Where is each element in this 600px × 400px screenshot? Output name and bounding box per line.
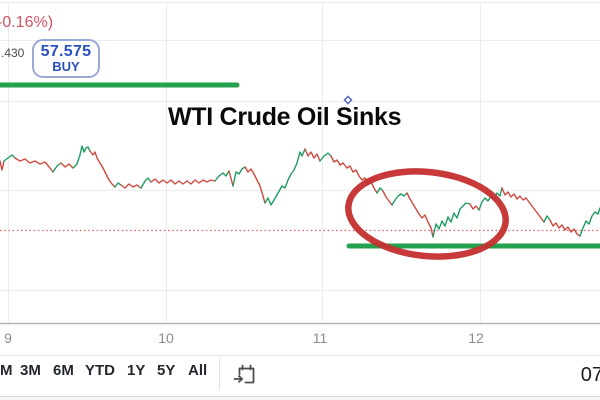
price-segment-down: [469, 203, 480, 211]
range-button-6m[interactable]: 6M: [53, 362, 74, 379]
range-button-m[interactable]: M: [0, 362, 13, 379]
price-change-percent: -0.16%): [0, 14, 54, 31]
price-segment-up: [140, 177, 152, 189]
range-toolbar: M 3M 6M YTD 1Y 5Y All 07: [0, 358, 600, 394]
x-tick-label: 10: [158, 330, 174, 346]
axis-date-label: 07: [580, 364, 600, 386]
price-segment-up: [52, 162, 62, 173]
price-segment-up: [232, 166, 246, 187]
x-tick-label: 9: [4, 330, 12, 346]
price-segment-down: [549, 219, 581, 237]
toolbar-divider: [219, 358, 220, 390]
chart-title: WTI Crude Oil Sinks: [168, 103, 402, 131]
range-button-ytd[interactable]: YTD: [85, 362, 115, 379]
price-segment-down: [501, 187, 545, 223]
price-segment-down: [14, 157, 54, 173]
price-chart[interactable]: [0, 0, 600, 330]
calendar-arrow-icon: [233, 364, 255, 384]
go-to-date-button[interactable]: [232, 361, 259, 388]
price-segment-up: [214, 170, 230, 182]
price-segment-up: [319, 152, 332, 162]
range-button-5y[interactable]: 5Y: [157, 362, 176, 379]
price-segment-down: [244, 166, 266, 204]
range-button-3m[interactable]: 3M: [20, 362, 41, 379]
price-segment-up: [543, 215, 551, 223]
price-scale-value: .430: [1, 46, 25, 60]
buy-button[interactable]: 57.575 BUY: [32, 39, 100, 78]
price-segment-down: [382, 190, 393, 206]
price-segment-down: [330, 155, 378, 194]
price-segment-up: [391, 192, 408, 206]
price-segment-down: [89, 150, 116, 188]
price-segment-up: [264, 148, 306, 206]
x-axis: 9 10 11 12: [0, 330, 600, 352]
buy-label: BUY: [52, 59, 80, 74]
toolbar-top-divider: [0, 355, 600, 356]
hand-drawn-circle-annotation: [345, 168, 509, 260]
toolbar-bottom-divider: [0, 396, 600, 397]
price-segment-up: [579, 207, 600, 237]
price-segment-down: [228, 170, 234, 187]
price-segment-down: [304, 148, 321, 162]
price-segment-up: [376, 187, 384, 194]
buy-price: 57.575: [40, 43, 92, 60]
price-segment-up: [432, 202, 471, 238]
blue-marker-dot: [343, 95, 353, 105]
price-segment-down: [150, 178, 216, 185]
price-segment-down: [406, 192, 434, 238]
x-tick-label: 11: [312, 330, 328, 346]
range-button-all[interactable]: All: [188, 362, 208, 379]
price-segment-up: [3, 154, 16, 162]
price-segment-up: [114, 182, 122, 188]
bottom-edge: [0, 397, 600, 400]
price-segment-up: [72, 145, 91, 169]
price-segment-down: [120, 183, 142, 189]
price-segment-down: [0, 160, 5, 171]
range-button-1y[interactable]: 1Y: [127, 362, 146, 379]
price-segment-down: [60, 162, 74, 169]
x-tick-label: 12: [468, 330, 484, 346]
